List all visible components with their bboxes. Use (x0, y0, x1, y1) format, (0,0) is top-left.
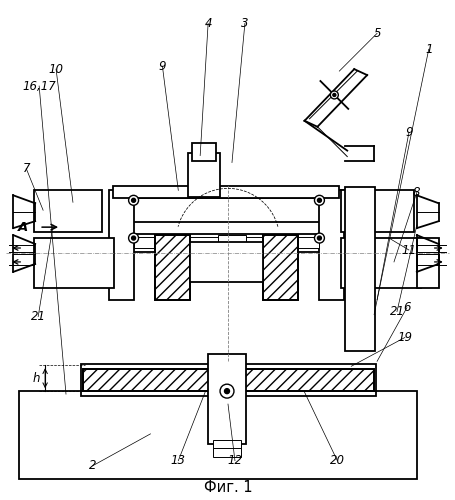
Text: 10: 10 (49, 62, 64, 76)
Bar (417, 238, 439, 288)
Bar (190, 242, 263, 282)
Text: 19: 19 (397, 331, 412, 344)
Text: 13: 13 (171, 454, 186, 467)
Circle shape (318, 236, 321, 240)
Text: 21: 21 (30, 310, 46, 323)
Polygon shape (13, 235, 35, 272)
Text: 20: 20 (330, 454, 345, 467)
Bar (213, 448, 241, 456)
Text: 5: 5 (374, 27, 381, 40)
Text: Фиг. 1: Фиг. 1 (204, 480, 253, 495)
Text: 1: 1 (425, 42, 433, 56)
Circle shape (333, 94, 336, 96)
Circle shape (314, 196, 324, 205)
Bar (188, 152, 220, 198)
Bar (34, 238, 114, 288)
Bar (109, 190, 134, 300)
Bar (113, 198, 339, 222)
Text: 9: 9 (405, 126, 413, 139)
Text: h: h (32, 372, 40, 384)
Text: 3: 3 (241, 17, 248, 30)
Bar (319, 190, 344, 300)
Circle shape (129, 233, 138, 243)
Circle shape (318, 198, 321, 202)
Text: 12: 12 (228, 454, 243, 467)
Bar (345, 188, 375, 352)
Bar (213, 440, 241, 449)
Bar (192, 142, 216, 160)
Bar (263, 235, 298, 300)
Text: 4: 4 (204, 17, 212, 30)
Bar (156, 235, 190, 300)
Text: 7: 7 (22, 162, 30, 175)
Bar (208, 354, 246, 444)
Text: 21: 21 (389, 305, 404, 318)
Circle shape (131, 198, 136, 202)
Circle shape (330, 91, 339, 99)
Text: 8: 8 (413, 186, 420, 199)
Circle shape (131, 236, 136, 240)
Text: 2: 2 (89, 459, 96, 472)
Bar (81, 364, 376, 396)
Bar (113, 186, 339, 198)
Bar (341, 238, 421, 288)
Bar (156, 235, 190, 300)
Bar (113, 234, 339, 252)
Text: 16,17: 16,17 (22, 80, 56, 92)
Bar (134, 237, 319, 248)
Text: 9: 9 (159, 60, 166, 72)
Text: 6: 6 (403, 301, 411, 314)
Circle shape (129, 196, 138, 205)
Circle shape (224, 388, 229, 394)
Bar (83, 370, 374, 391)
Bar (218, 235, 246, 250)
Circle shape (220, 384, 234, 398)
Bar (341, 190, 414, 232)
Circle shape (314, 233, 324, 243)
Bar (19, 391, 417, 478)
Bar (83, 370, 374, 391)
Text: 11: 11 (401, 244, 416, 256)
Bar (263, 235, 298, 300)
Text: A: A (18, 220, 28, 234)
Bar (34, 190, 102, 232)
